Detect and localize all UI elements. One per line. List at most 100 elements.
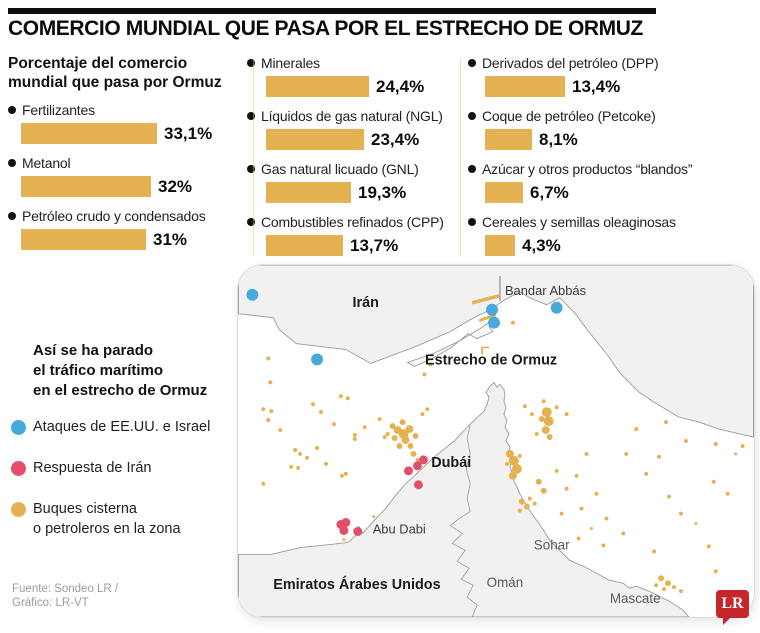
tanker-dot <box>415 457 420 462</box>
tanker-dot <box>505 449 514 458</box>
bar-value: 13,4% <box>572 77 621 96</box>
bar-column-3: Derivados del petróleo (DPP) 13,4% Coque d… <box>468 54 756 266</box>
tanker-dot <box>428 362 433 367</box>
tanker-dot <box>584 451 589 456</box>
tanker-dots-layer <box>261 320 745 594</box>
bar-row: 24,4% <box>266 76 459 97</box>
legend-dot-icon <box>11 461 26 476</box>
bar-row: 13,4% <box>485 76 756 97</box>
tanker-dot <box>342 537 346 541</box>
tanker-dot <box>711 479 716 484</box>
tanker-dot <box>532 501 537 506</box>
bar-item-label: Derivados del petróleo (DPP) <box>468 54 756 72</box>
bar-value: 33,1% <box>164 124 213 143</box>
label-dubai: Dubái <box>431 455 471 471</box>
tanker-dot <box>508 471 517 480</box>
bar <box>266 235 343 256</box>
tanker-dot <box>278 428 283 433</box>
bar <box>485 129 532 150</box>
tanker-dot <box>589 527 593 530</box>
tanker-dot <box>323 461 328 466</box>
bar-item: Metanol 32% <box>8 154 240 197</box>
tanker-dot <box>352 437 357 441</box>
tanker-dot <box>269 409 274 414</box>
tanker-dot <box>338 394 343 399</box>
bar-value: 32% <box>158 177 193 196</box>
label-oman: Omán <box>487 575 524 590</box>
tanker-dot <box>535 478 542 485</box>
bar-row: 8,1% <box>485 129 756 150</box>
iran-response-dot <box>353 527 363 536</box>
attack-dots-layer <box>246 288 563 366</box>
bar-value: 19,3% <box>358 183 407 202</box>
tanker-dot <box>410 450 417 457</box>
tanker-dot <box>293 447 298 452</box>
label-strait: Estrecho de Ormuz <box>425 352 557 368</box>
iran-response-dot <box>341 518 351 528</box>
tanker-dot <box>401 436 410 444</box>
tanker-dot <box>396 442 403 449</box>
bar-item-label: Coque de petróleo (Petcoke) <box>468 107 756 125</box>
bar <box>266 182 351 203</box>
tanker-dot <box>734 452 738 456</box>
tanker-dot <box>352 433 357 438</box>
chart-heading: Porcentaje del comercio mundial que pasa… <box>8 55 222 91</box>
bar-row: 23,4% <box>266 129 459 150</box>
tanker-dot <box>412 433 419 440</box>
bar-row: 13,7% <box>266 235 459 256</box>
bar-item-label: Metanol <box>8 154 240 172</box>
bar-item: Líquidos de gas natural (NGL) 23,4% <box>247 107 459 150</box>
bar <box>266 76 369 97</box>
tanker-dot <box>504 461 509 466</box>
label-abu-dhabi: Abu Dabi <box>373 521 426 536</box>
coastal-tanker-dash <box>478 313 497 323</box>
label-sohar: Sohar <box>534 537 570 552</box>
tanker-dot <box>305 455 310 460</box>
tanker-dot <box>377 417 382 422</box>
lr-logo-text: LR <box>721 595 744 612</box>
tanker-dot <box>517 508 522 513</box>
tanker-dot <box>541 426 550 435</box>
tanker-dot <box>604 516 609 521</box>
tanker-dot <box>579 506 584 511</box>
bar-value: 13,7% <box>350 236 399 255</box>
iran-response-dot <box>413 480 423 490</box>
tanker-dot <box>529 412 534 417</box>
bar-row: 19,3% <box>266 182 459 203</box>
bullet-icon <box>8 159 16 167</box>
bar-value: 8,1% <box>539 130 578 149</box>
bar-column-2: Minerales 24,4% Líquidos de gas natural (N… <box>247 54 459 266</box>
label-bandar-abbas: Bandar Abbás <box>505 283 586 298</box>
bar-item: Combustibles refinados (CPP) 13,7% <box>247 213 459 256</box>
tanker-dot <box>389 423 396 430</box>
tanker-dot <box>399 419 406 426</box>
tanker-dot <box>266 418 271 423</box>
tanker-dot <box>511 463 522 474</box>
iran-landmass <box>238 265 754 438</box>
bar-value: 24,4% <box>376 77 425 96</box>
legend-dot-icon <box>11 502 26 517</box>
bar-item: Gas natural licuado (GNL) 19,3% <box>247 160 459 203</box>
legend-item: Ataques de EE.UU. e Israel <box>8 417 233 439</box>
attack-dot <box>246 288 259 301</box>
bullet-icon <box>8 212 16 220</box>
lr-logo: LR <box>716 590 749 625</box>
tanker-dot <box>644 471 649 476</box>
tanker-dot <box>319 410 323 415</box>
tanker-dot <box>311 402 316 407</box>
tanker-dot <box>540 487 547 494</box>
bullet-icon <box>8 106 16 114</box>
iran-response-dot <box>404 466 413 476</box>
tanker-dot <box>652 549 657 554</box>
bar-value: 23,4% <box>371 130 420 149</box>
attack-dot <box>488 316 500 329</box>
tanker-dot <box>574 473 579 478</box>
bar-column-1: Porcentaje del comercio mundial que pasa… <box>8 54 240 260</box>
tanker-dot <box>266 356 271 361</box>
bullet-icon <box>468 218 476 226</box>
column-separator <box>460 58 461 256</box>
legend-items: Ataques de EE.UU. e Israel Respuesta de I… <box>8 417 233 539</box>
bar-item: Fertilizantes 33,1% <box>8 101 240 144</box>
tanker-dot <box>594 491 599 496</box>
iran-response-dot <box>412 461 422 471</box>
